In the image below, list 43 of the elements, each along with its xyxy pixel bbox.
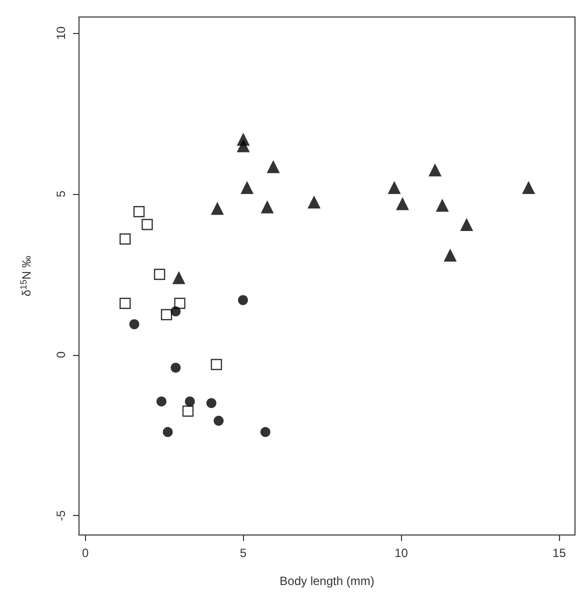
point (388, 181, 401, 194)
point (210, 202, 224, 215)
point (174, 298, 186, 309)
point (162, 427, 173, 438)
point (133, 206, 145, 218)
x-axis-title: Body length (mm) (280, 574, 374, 588)
point (210, 358, 222, 370)
point (184, 396, 195, 406)
point (129, 319, 140, 330)
point (436, 198, 449, 212)
y-tick-label: 5 (54, 190, 68, 198)
x-tick-label: 15 (552, 546, 566, 560)
point (460, 218, 474, 232)
point (260, 200, 274, 214)
point (444, 248, 457, 262)
x-tick-label: 5 (240, 546, 247, 560)
point (154, 268, 166, 280)
point (428, 163, 442, 176)
point (142, 218, 153, 230)
x-tick-label: 10 (394, 546, 408, 560)
point (170, 306, 181, 316)
point (172, 271, 186, 284)
point (170, 362, 181, 373)
x-tick-label: 0 (82, 546, 89, 560)
point (308, 196, 321, 208)
point (156, 396, 166, 406)
point (238, 295, 248, 306)
point (214, 416, 224, 426)
point (396, 197, 410, 210)
y-tick-label: -5 (54, 510, 68, 522)
point (240, 181, 254, 194)
point (120, 298, 131, 309)
point (522, 181, 536, 194)
point (120, 233, 131, 245)
y-axis-title: δ15N ‰ (18, 256, 34, 296)
point (206, 398, 216, 408)
point (160, 309, 172, 320)
point (260, 427, 270, 438)
point (266, 160, 280, 174)
point (236, 139, 250, 152)
point (182, 406, 194, 417)
y-tick-label: 0 (54, 351, 68, 358)
y-tick-label: 10 (54, 26, 68, 40)
